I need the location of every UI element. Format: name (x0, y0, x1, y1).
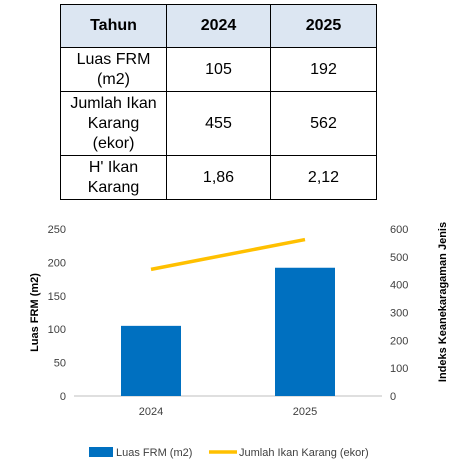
series-line (150, 237, 306, 272)
value-cell: 192 (270, 47, 377, 92)
value-cell: 2,12 (270, 155, 377, 200)
data-table: Tahun 2024 2025 Luas FRM (m2) 105 192 Ju… (60, 4, 377, 200)
y2-tick-label: 300 (390, 308, 408, 320)
y-axis-title: Luas FRM (m2) (29, 273, 41, 352)
table-row: Jumlah Ikan Karang (ekor) 455 562 (60, 91, 377, 156)
table-row: H' Ikan Karang 1,86 2,12 (60, 155, 377, 200)
y-tick-label: 250 (48, 224, 66, 236)
value-cell: 1,86 (166, 155, 271, 200)
y-tick-label: 150 (48, 291, 66, 303)
x-tick-label: 2024 (139, 406, 163, 418)
table-row: Luas FRM (m2) 105 192 (60, 47, 377, 92)
row-label-cell: Luas FRM (m2) (60, 47, 167, 92)
row-label-cell: H' Ikan Karang (60, 155, 167, 200)
x-tick-label: 2025 (293, 406, 317, 418)
y2-tick-label: 500 (390, 252, 408, 264)
y-tick-label: 100 (48, 324, 66, 336)
header-cell-2025: 2025 (270, 4, 377, 48)
y2-tick-label: 100 (390, 363, 408, 375)
y-tick-label: 0 (60, 391, 66, 403)
y2-axis-title: Indeks Keanekaragaman Jenis (437, 222, 449, 382)
row-label-cell: Jumlah Ikan Karang (ekor) (60, 91, 167, 156)
y2-tick-label: 600 (390, 224, 408, 236)
bar (121, 325, 181, 396)
legend-label: Jumlah Ikan Karang (ekor) (239, 447, 369, 459)
y2-tick-label: 0 (390, 391, 396, 403)
header-cell-2024: 2024 (166, 4, 271, 48)
value-cell: 562 (270, 91, 377, 156)
y2-tick-label: 400 (390, 280, 408, 292)
table-header-row: Tahun 2024 2025 (60, 4, 377, 48)
y2-tick-label: 200 (390, 335, 408, 347)
value-cell: 105 (166, 47, 271, 92)
y-tick-label: 200 (48, 257, 66, 269)
y-tick-label: 50 (54, 358, 66, 370)
value-cell: 455 (166, 91, 271, 156)
combo-chart: 0 50 100 150 200 250 0 100 200 300 400 500 600 2024 20… (29, 222, 449, 459)
bar (275, 267, 335, 396)
header-cell-tahun: Tahun (60, 4, 167, 48)
legend-label: Luas FRM (m2) (116, 447, 192, 459)
legend-swatch-bar (89, 447, 113, 457)
